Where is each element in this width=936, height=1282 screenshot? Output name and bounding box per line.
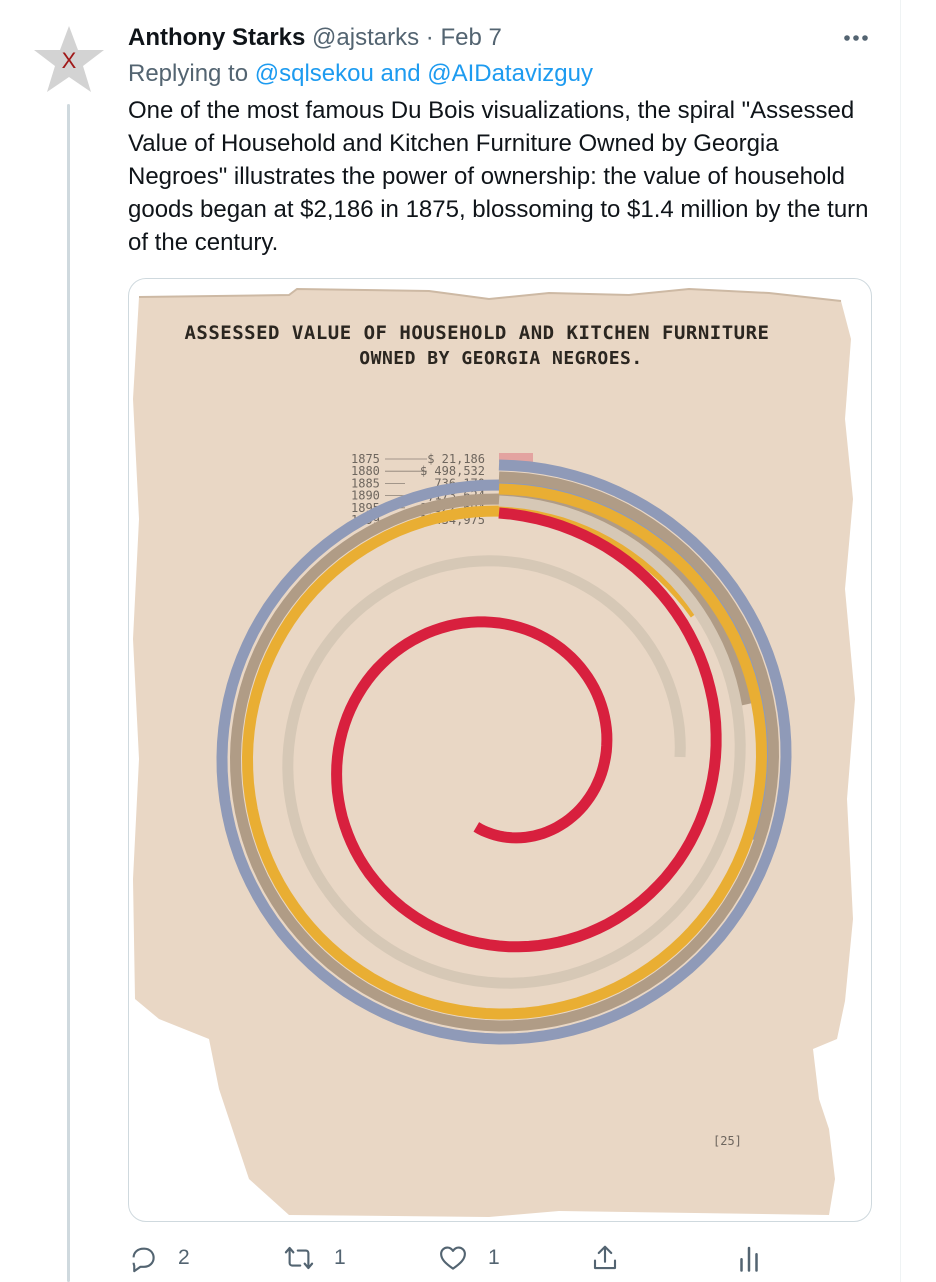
action-bar: 2 1 1 [128,1238,888,1278]
more-options-button[interactable] [842,28,872,48]
plate-number: [25] [713,1134,742,1148]
legend-year: 1890 [351,489,380,503]
arc-1899 [331,507,722,953]
analytics-button[interactable] [734,1238,764,1278]
tweet-text: One of the most famous Du Bois visualiza… [128,97,869,256]
retweet-icon [284,1246,314,1270]
replying-to: Replying to @sqlsekou and @AIDatavizguy [128,59,593,89]
poster-paper [133,289,855,1217]
bar-1875 [499,453,533,462]
analytics-icon [740,1246,758,1272]
share-icon [593,1245,617,1270]
reply-icon [132,1247,155,1273]
heart-icon [440,1246,466,1270]
author-handle[interactable]: @ajstarks [312,24,420,51]
star-icon [34,26,104,92]
spiral-chart [216,453,792,1045]
replying-label: Replying to [128,60,249,87]
legend-year: 1880 [351,464,380,478]
author-name[interactable]: Anthony Starks [128,24,306,51]
retweet-count: 1 [334,1246,346,1269]
legend-value: $ 498,532 [420,464,485,478]
like-count: 1 [488,1246,500,1269]
legend-year: 1875 [351,452,380,466]
poster-title-line2: OWNED BY GEORGIA NEGROES. [359,348,642,369]
reply-button[interactable]: 2 [128,1238,190,1278]
du-bois-poster: ASSESSED VALUE OF HOUSEHOLD AND KITCHEN … [133,287,855,1217]
arc-1895 [282,495,746,989]
legend-value: $ 21,186 [427,452,485,466]
thread-line [67,104,70,1282]
tweet-image[interactable]: ASSESSED VALUE OF HOUSEHOLD AND KITCHEN … [128,278,872,1222]
share-button[interactable] [590,1238,620,1278]
separator-dot: · [425,24,434,51]
arc-1890 [241,483,768,1020]
poster-shadow-edge [138,287,842,302]
retweet-button[interactable]: 1 [284,1238,346,1278]
timeline-border [900,0,901,1282]
avatar-letter: X [62,48,77,73]
like-button[interactable]: 1 [438,1238,500,1278]
poster-title-line1: ASSESSED VALUE OF HOUSEHOLD AND KITCHEN … [184,322,769,344]
legend-year: 1885 [351,476,380,490]
reply-count: 2 [178,1246,190,1269]
tweet-header: Anthony Starks @ajstarks · Feb 7 [128,23,502,53]
reply-mentions[interactable]: @sqlsekou and @AIDatavizguy [254,60,593,87]
avatar[interactable]: X [31,24,107,96]
tweet-date[interactable]: Feb 7 [440,24,502,51]
more-icon [844,35,868,41]
